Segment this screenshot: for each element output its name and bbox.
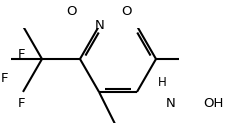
Text: OH: OH	[203, 97, 223, 110]
Text: O: O	[67, 5, 77, 18]
Text: F: F	[17, 47, 25, 60]
Text: H: H	[158, 76, 166, 89]
Text: F: F	[1, 72, 8, 85]
Text: N: N	[165, 97, 175, 110]
Text: F: F	[17, 97, 25, 110]
Text: N: N	[94, 19, 104, 32]
Text: O: O	[122, 5, 132, 18]
